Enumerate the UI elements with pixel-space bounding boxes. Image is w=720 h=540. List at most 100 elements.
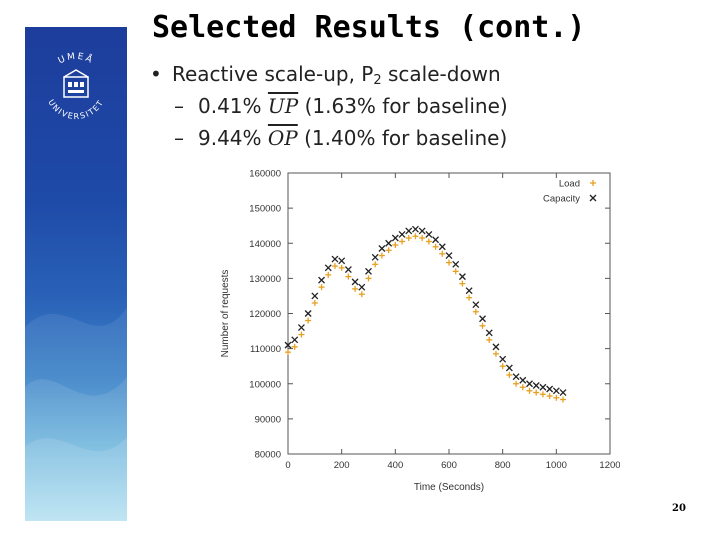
capacity-point — [331, 255, 339, 263]
load-point — [358, 291, 365, 298]
university-logo: UMEÅ UNIVERSITET — [46, 52, 105, 121]
x-tick-label: 400 — [387, 460, 403, 471]
university-sidebar-banner: UMEÅ UNIVERSITET — [25, 27, 127, 521]
load-point — [399, 238, 406, 245]
capacity-point — [411, 225, 419, 233]
page-number: 20 — [672, 503, 686, 514]
load-point — [479, 322, 486, 329]
capacity-point — [559, 389, 567, 396]
capacity-point — [479, 315, 487, 323]
sub-bullet-op: –9.44% OP (1.40% for baseline) — [174, 126, 507, 150]
svg-text:UNIVERSITET: UNIVERSITET — [46, 98, 105, 121]
capacity-point — [452, 260, 460, 268]
load-point — [459, 280, 466, 287]
load-point — [539, 391, 546, 398]
capacity-point — [532, 382, 540, 389]
capacity-point — [405, 227, 413, 235]
capacity-point — [499, 355, 507, 363]
load-point — [432, 243, 439, 250]
load-point — [378, 252, 385, 259]
capacity-point — [311, 292, 319, 300]
y-tick-label: 130000 — [249, 274, 281, 285]
load-point — [439, 250, 446, 257]
capacity-point — [344, 266, 352, 274]
bullet-main: • Reactive scale-up, P2 scale-down — [150, 62, 501, 88]
y-tick-label: 140000 — [249, 239, 281, 250]
bullet-main-text: Reactive scale-up, P — [172, 62, 374, 86]
capacity-point — [371, 253, 379, 261]
load-point — [526, 387, 533, 394]
y-tick-label: 80000 — [255, 450, 281, 461]
capacity-point — [358, 283, 366, 291]
capacity-point — [472, 301, 480, 309]
x-tick-label: 1000 — [546, 460, 567, 471]
load-point — [331, 263, 338, 270]
logo-text-bottom: UNIVERSITET — [46, 98, 104, 121]
load-point — [533, 389, 540, 396]
load-point — [372, 261, 379, 268]
sub-bullet-dash: – — [174, 126, 184, 150]
load-point — [338, 264, 345, 271]
capacity-point — [526, 380, 533, 388]
slide-title: Selected Results (cont.) — [152, 10, 586, 45]
capacity-point — [492, 343, 500, 351]
x-tick-label: 1200 — [599, 460, 620, 471]
load-point — [352, 285, 359, 292]
x-axis-label: Time (Seconds) — [414, 482, 484, 493]
capacity-point — [432, 236, 440, 244]
decorative-wave-graphic — [25, 307, 127, 521]
load-point — [298, 331, 305, 338]
load-point — [519, 384, 526, 391]
capacity-point — [485, 329, 493, 337]
sub1-percent: 0.41% — [198, 94, 262, 118]
sub-bullet-up: –0.41% UP (1.63% for baseline) — [174, 94, 508, 118]
x-tick-label: 0 — [285, 460, 290, 471]
y-tick-label: 90000 — [255, 414, 281, 425]
load-point — [486, 336, 493, 343]
bullet-main-subscript: 2 — [373, 73, 382, 88]
scatter-chart: 80000 90000 100000 110000 120000 130000 140000… — [220, 169, 620, 494]
capacity-point — [398, 231, 406, 238]
capacity-point — [291, 336, 299, 344]
load-point — [546, 393, 553, 400]
load-point — [385, 247, 392, 254]
load-point — [560, 396, 567, 403]
capacity-point — [378, 245, 386, 252]
load-point — [425, 238, 432, 245]
capacity-point — [458, 273, 466, 281]
capacity-point — [519, 376, 527, 384]
load-point — [365, 275, 372, 282]
capacity-point — [351, 278, 359, 286]
capacity-point — [297, 324, 305, 332]
load-point — [553, 394, 560, 401]
capacity-point — [365, 267, 372, 275]
y-tick-label: 120000 — [249, 309, 281, 320]
capacity-point — [324, 264, 332, 272]
y-tick-label: 110000 — [250, 344, 281, 355]
x-tick-label: 600 — [441, 460, 457, 471]
capacity-point — [512, 373, 520, 381]
y-tick-label: 150000 — [249, 204, 281, 215]
load-point — [466, 294, 473, 301]
capacity-point — [505, 364, 513, 372]
load-point — [506, 371, 513, 378]
legend-marker-capacity — [589, 194, 597, 202]
x-tick-label: 200 — [334, 460, 350, 471]
bullet-dot: • — [150, 62, 162, 86]
capacity-point — [338, 257, 346, 265]
sub2-baseline: (1.40% for baseline) — [304, 126, 508, 150]
load-point — [472, 308, 479, 315]
load-point — [392, 242, 399, 249]
sub1-baseline: (1.63% for baseline) — [304, 94, 508, 118]
y-axis-label: Number of requests — [220, 270, 231, 358]
legend-label-load: Load — [559, 179, 580, 190]
plot-frame — [287, 172, 611, 455]
sub2-metric: OP — [267, 126, 298, 150]
sub-bullet-dash: – — [174, 94, 184, 118]
legend-label-capacity: Capacity — [543, 194, 580, 205]
y-tick-label: 100000 — [249, 379, 281, 390]
capacity-point — [425, 231, 433, 238]
capacity-point — [385, 239, 393, 247]
load-point — [492, 350, 499, 357]
load-point — [345, 273, 352, 280]
